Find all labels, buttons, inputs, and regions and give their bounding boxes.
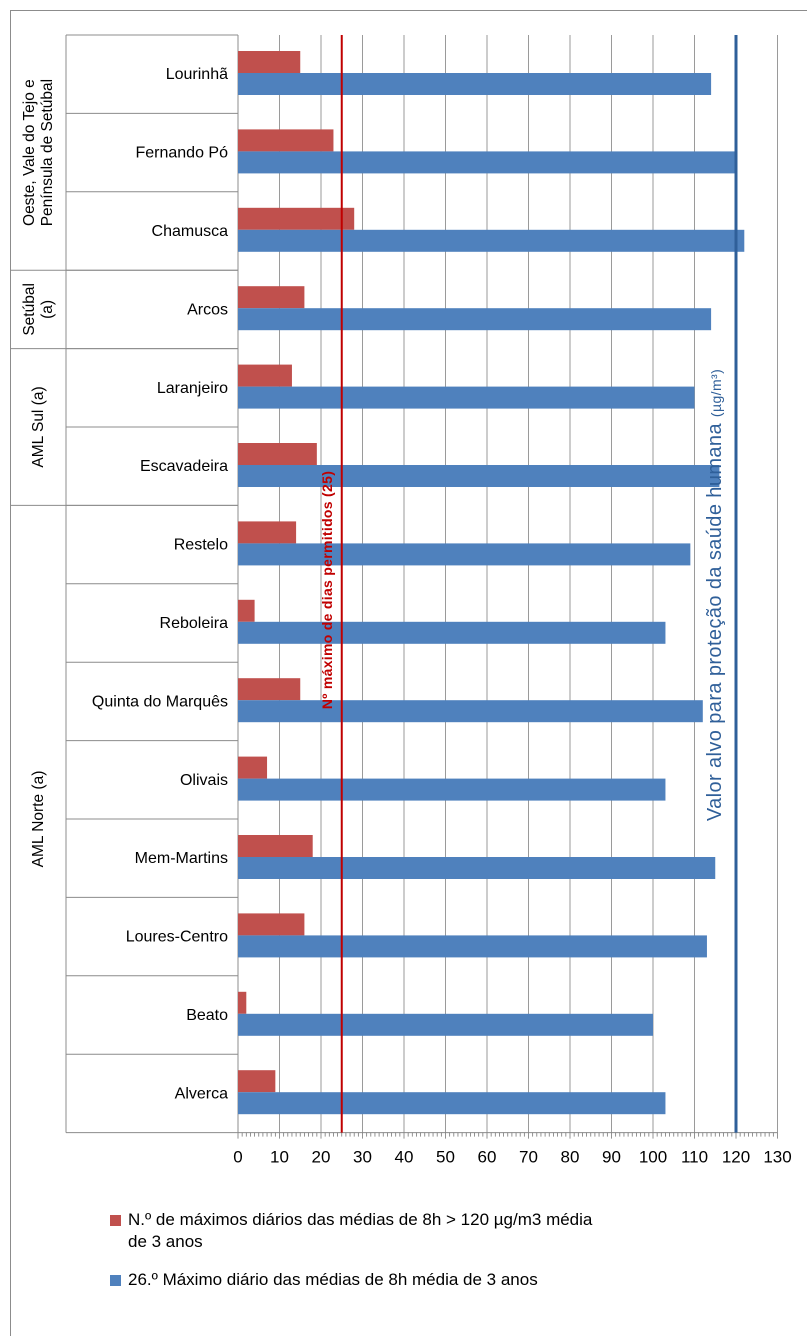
x-tick-label: 120 (722, 1148, 750, 1167)
bar-blue (238, 935, 707, 958)
bar-red (238, 521, 297, 544)
reference-label-max-days: Nº máximo de dias permitidos (25) (319, 471, 335, 709)
bar-blue (238, 386, 695, 409)
x-tick-label: 10 (270, 1148, 289, 1167)
group-label-line: Península de Setúbal (39, 79, 56, 226)
bar-red (238, 991, 247, 1014)
minor-ticks (237, 1132, 778, 1139)
bar-red (238, 207, 355, 230)
reference-lines: Nº máximo de dias permitidos (25) Valor a… (319, 35, 738, 1133)
bar-blue (238, 1013, 653, 1036)
category-label: Escavadeira (140, 458, 228, 475)
x-tick-label: 50 (436, 1148, 455, 1167)
bar-red (238, 678, 301, 701)
bars (238, 51, 745, 1115)
x-tick-label: 60 (478, 1148, 497, 1167)
bar-red (238, 1070, 276, 1093)
group-label-line: Setúbal (21, 283, 38, 336)
category-label: Lourinhã (166, 66, 228, 83)
category-label: Loures-Centro (126, 929, 228, 946)
bar-red (238, 913, 305, 936)
bar-red (238, 51, 301, 73)
bar-blue (238, 308, 712, 331)
bar-blue (238, 857, 716, 879)
group-label-line: (a) (39, 300, 56, 319)
group-label: Setúbal(a) (21, 283, 56, 336)
group-label-line: Oeste, Vale do Tejo e (21, 79, 38, 226)
bar-blue (238, 543, 691, 566)
reference-label-target-unit: (µg/m³) (708, 369, 724, 417)
category-label: Laranjeiro (157, 380, 228, 397)
legend-label-line: de 3 anos (128, 1232, 203, 1251)
category-labels: Lourinhã Fernando Pó Chamusca Arcos Laranjei… (92, 66, 228, 1102)
bar-blue (238, 621, 666, 644)
bar-red (238, 599, 255, 622)
bar-blue (238, 465, 720, 487)
x-tick-label: 30 (353, 1148, 372, 1167)
chart-frame (10, 10, 807, 1336)
x-tick-label: 0 (233, 1148, 242, 1167)
reference-label-target-value: Valor alvo para proteção da saúde humana… (704, 369, 726, 821)
group-labels: Oeste, Vale do Tejo ePenínsula de Setúba… (21, 79, 56, 867)
legend-label-line: 26.º Máximo diário das médias de 8h médi… (128, 1270, 538, 1289)
category-label: Arcos (187, 301, 228, 318)
category-label: Mem-Martins (135, 850, 228, 867)
category-label: Alverca (175, 1085, 228, 1102)
legend-label: N.º de máximos diários das médias de 8h … (128, 1210, 593, 1251)
bar-red (238, 129, 334, 152)
category-label: Reboleira (160, 615, 229, 632)
category-separators (10, 34, 238, 1134)
group-label-line: AML Sul (a) (30, 386, 47, 467)
bar-red (238, 835, 313, 857)
x-tick-label: 20 (312, 1148, 331, 1167)
x-tick-label: 80 (561, 1148, 580, 1167)
legend-swatch (110, 1215, 121, 1226)
group-label-line: AML Norte (a) (30, 771, 47, 868)
bar-red (238, 286, 305, 309)
bar-blue (238, 778, 666, 801)
group-label: AML Sul (a) (30, 386, 47, 467)
category-label: Restelo (174, 537, 228, 554)
bar-blue (238, 229, 745, 252)
reference-label-target-text: Valor alvo para proteção da saúde humana (704, 417, 726, 821)
x-tick-label: 70 (519, 1148, 538, 1167)
legend-swatch (110, 1275, 121, 1286)
bar-red (238, 756, 268, 779)
legend: N.º de máximos diários das médias de 8h … (110, 1210, 593, 1289)
group-label: Oeste, Vale do Tejo ePenínsula de Setúba… (21, 79, 56, 226)
bar-red (238, 364, 292, 387)
x-tick-label: 40 (395, 1148, 414, 1167)
bar-red (238, 443, 317, 465)
category-label: Beato (186, 1007, 228, 1024)
x-tick-label: 130 (763, 1148, 791, 1167)
x-tick-label: 110 (681, 1148, 708, 1167)
category-label: Fernando Pó (135, 145, 228, 162)
group-label: AML Norte (a) (30, 771, 47, 868)
x-tick-label: 90 (602, 1148, 621, 1167)
x-tick-label: 100 (639, 1148, 667, 1167)
category-label: Olivais (180, 772, 228, 789)
category-label: Quinta do Marquês (92, 693, 228, 710)
legend-label: 26.º Máximo diário das médias de 8h médi… (128, 1270, 538, 1289)
legend-label-line: N.º de máximos diários das médias de 8h … (128, 1210, 593, 1229)
category-label: Chamusca (152, 223, 229, 240)
bar-blue (238, 73, 712, 95)
bar-blue (238, 1092, 666, 1115)
bar-blue (238, 151, 736, 174)
x-tick-labels: 0 10 20 30 40 50 60 70 80 90 100 110 120 130 (233, 1148, 791, 1167)
bar-blue (238, 700, 703, 723)
